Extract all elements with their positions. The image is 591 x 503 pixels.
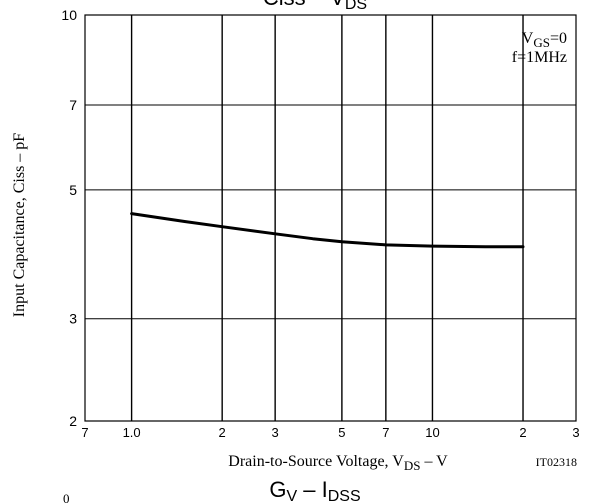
- plot-frame: [84, 14, 577, 422]
- x-axis-label: Drain-to-Source Voltage, VDS – V: [228, 453, 448, 473]
- condition-frequency: f=1MHz: [512, 49, 567, 66]
- y-tick-label-4: 10: [61, 7, 77, 23]
- x-tick-label-4: 5: [338, 425, 345, 440]
- y-tick-label-3: 7: [69, 97, 77, 113]
- y-tick-label-1: 3: [69, 311, 77, 327]
- x-tick-label-0: 7: [81, 425, 88, 440]
- x-tick-label-6: 10: [425, 425, 439, 440]
- x-tick-label-8: 3: [572, 425, 579, 440]
- next-chart-fragment: 0: [63, 491, 70, 503]
- x-tick-labels: 7 1.0 2 3 5 7 10 2 3: [81, 425, 579, 440]
- x-tick-label-2: 2: [219, 425, 226, 440]
- x-tick-label-7: 2: [519, 425, 526, 440]
- x-tick-label-3: 3: [272, 425, 279, 440]
- y-tick-label-0: 2: [69, 413, 77, 429]
- grid-lines: [85, 15, 576, 421]
- series-line-0: [130, 212, 525, 249]
- figure-id: IT02318: [536, 455, 577, 469]
- x-tick-label-1: 1.0: [123, 425, 141, 440]
- y-axis-label: Input Capacitance, Ciss – pF: [11, 133, 28, 318]
- bottom-chart-caption: GV – IDSS: [269, 477, 360, 503]
- x-tick-label-5: 7: [382, 425, 389, 440]
- top-chart-caption: Ciss – VDS: [263, 0, 367, 13]
- series-group: [130, 212, 525, 249]
- condition-vgs: VGS=0: [522, 30, 567, 50]
- y-tick-labels: 2 3 5 7 10: [61, 7, 77, 429]
- y-tick-label-2: 5: [69, 182, 77, 198]
